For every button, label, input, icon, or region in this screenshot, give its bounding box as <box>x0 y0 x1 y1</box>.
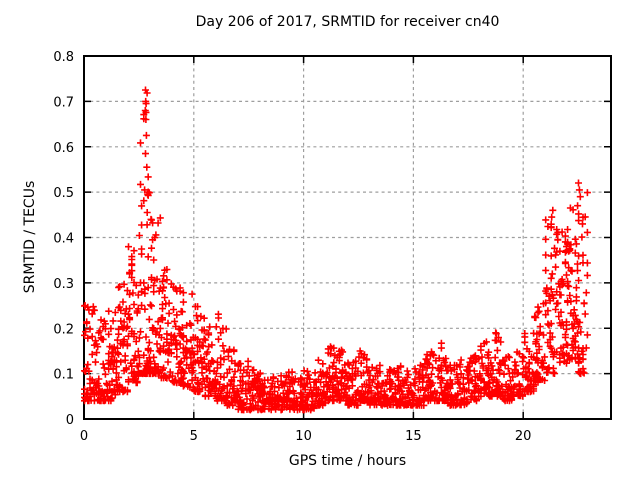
x-tick-label: 0 <box>80 429 88 444</box>
scatter-plus-markers <box>81 86 591 414</box>
y-tick-label: 0.3 <box>53 277 74 292</box>
y-tick-label: 0.4 <box>53 232 74 247</box>
y-tick-label: 0.1 <box>53 368 74 383</box>
tick-labels: 0 0.1 0.2 0.3 0.4 0.5 0.6 0.7 0.8 0 5 10 15 20 <box>53 50 531 444</box>
y-tick-label: 0.6 <box>53 141 74 156</box>
y-tick-label: 0 <box>66 413 74 428</box>
axis-ticks <box>83 55 611 420</box>
y-tick-label: 0.2 <box>53 322 74 337</box>
x-tick-label: 10 <box>295 429 312 444</box>
grid-lines <box>84 56 611 419</box>
scatter-points <box>81 86 591 414</box>
tick-marks <box>83 55 611 420</box>
chart-title: Day 206 of 2017, SRMTID for receiver cn4… <box>195 14 500 30</box>
x-tick-label: 5 <box>190 429 198 444</box>
x-tick-label: 20 <box>515 429 532 444</box>
y-axis-title-text: SRMTID / TECUs <box>22 180 38 294</box>
grid-path <box>84 56 611 419</box>
x-axis-title: GPS time / hours <box>288 453 407 469</box>
y-tick-label: 0.5 <box>53 186 74 201</box>
y-tick-label: 0.7 <box>53 95 74 110</box>
y-tick-label: 0.8 <box>53 50 74 65</box>
x-tick-label: 15 <box>405 429 422 444</box>
